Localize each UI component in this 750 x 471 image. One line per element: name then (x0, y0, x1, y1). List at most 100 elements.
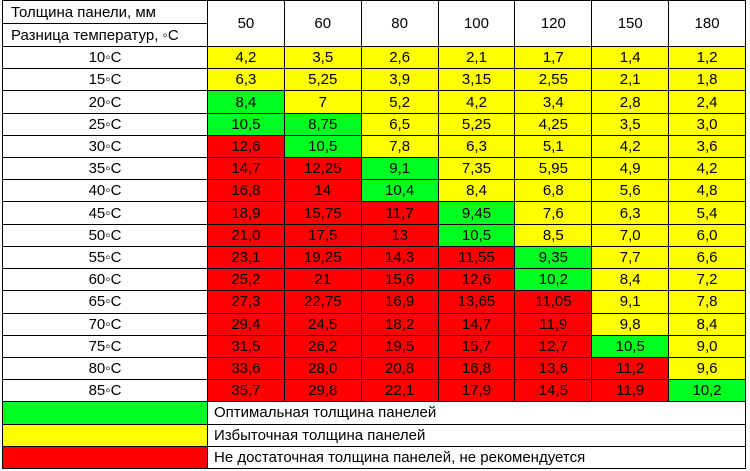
table-cell: 9,45 (438, 202, 515, 224)
table-cell: 18,9 (208, 202, 284, 224)
table-cell: 3,0 (669, 113, 745, 135)
table-cell: 2,1 (438, 47, 515, 69)
table-cell: 11,2 (592, 357, 669, 380)
table-cell: 6,3 (208, 69, 284, 91)
table-cell: 17,5 (284, 224, 361, 246)
table-cell: 21 (284, 269, 361, 291)
table-cell: 14,5 (515, 380, 592, 402)
table-cell: 33,6 (208, 357, 284, 380)
temperature-row-label: 50◦С (3, 224, 207, 246)
table-cell: 12,25 (284, 158, 361, 180)
temperature-row-label: 55◦С (3, 246, 207, 269)
table-cell: 1,4 (592, 47, 669, 69)
table-cell: 24,5 (284, 313, 361, 335)
table-cell: 9,0 (669, 335, 745, 357)
temperature-row-label: 40◦С (3, 180, 207, 202)
table-cell: 10,2 (515, 269, 592, 291)
table-cell: 15,7 (438, 335, 515, 357)
header-corner: Толщина панели, мм Разница температур, ◦… (3, 1, 207, 46)
table-cell: 10,5 (284, 135, 361, 158)
table-cell: 5,4 (669, 202, 745, 224)
table-cell: 3,5 (284, 47, 361, 69)
table-cell: 4,2 (669, 158, 745, 180)
table-cell: 7,35 (438, 158, 515, 180)
temperature-row-label: 80◦С (3, 357, 207, 380)
table-cell: 2,4 (669, 91, 745, 113)
thickness-header-label: Толщина панели, мм (11, 3, 156, 21)
table-cell: 3,5 (592, 113, 669, 135)
table-cell: 31,5 (208, 335, 284, 357)
table-cell: 5,2 (361, 91, 438, 113)
table-cell: 7,8 (669, 291, 745, 313)
table-cell: 10,5 (208, 113, 284, 135)
table-cell: 8,4 (669, 313, 745, 335)
table-cell: 5,6 (592, 180, 669, 202)
temperature-row-label: 70◦С (3, 313, 207, 335)
table-cell: 16,8 (208, 180, 284, 202)
thickness-header-80: 80 (361, 1, 438, 46)
table-cell: 3,6 (669, 135, 745, 158)
table-cell: 20,8 (361, 357, 438, 380)
table-cell: 22,75 (284, 291, 361, 313)
table-cell: 7,7 (592, 246, 669, 269)
legend-text: Избыточная толщина панелей (208, 424, 745, 446)
temperature-row-label: 45◦С (3, 202, 207, 224)
table-cell: 7 (284, 91, 361, 113)
table-cell: 19,25 (284, 246, 361, 269)
table-cell: 15,75 (284, 202, 361, 224)
table-cell: 1,8 (669, 69, 745, 91)
table-cell: 11,55 (438, 246, 515, 269)
table-cell: 29,4 (208, 313, 284, 335)
temperature-row-label: 85◦С (3, 380, 207, 402)
table-cell: 14,3 (361, 246, 438, 269)
table-cell: 9,8 (592, 313, 669, 335)
legend-swatch (3, 402, 207, 424)
table-cell: 35,7 (208, 380, 284, 402)
table-cell: 7,6 (515, 202, 592, 224)
table-cell: 8,75 (284, 113, 361, 135)
table-cell: 6,6 (669, 246, 745, 269)
table-cell: 10,5 (592, 335, 669, 357)
table-cell: 4,2 (208, 47, 284, 69)
table-cell: 4,9 (592, 158, 669, 180)
table-cell: 3,4 (515, 91, 592, 113)
table-cell: 11,9 (515, 313, 592, 335)
table-cell: 6,8 (515, 180, 592, 202)
table-cell: 25,2 (208, 269, 284, 291)
legend-text: Не достаточная толщина панелей, не реком… (208, 446, 745, 468)
table-cell: 6,3 (438, 135, 515, 158)
table-cell: 12,6 (438, 269, 515, 291)
table-cell: 10,2 (669, 380, 745, 402)
table-cell: 9,35 (515, 246, 592, 269)
table-cell: 3,9 (361, 69, 438, 91)
table-cell: 19,5 (361, 335, 438, 357)
table-cell: 8,4 (592, 269, 669, 291)
thickness-header-120: 120 (515, 1, 592, 46)
table-cell: 10,5 (438, 224, 515, 246)
temperature-difference-label: Разница температур, ◦С (3, 23, 207, 46)
table-cell: 13,65 (438, 291, 515, 313)
table-cell: 29,8 (284, 380, 361, 402)
table-cell: 13,6 (515, 357, 592, 380)
legend-swatch (3, 424, 207, 446)
table-cell: 16,9 (361, 291, 438, 313)
table-cell: 13 (361, 224, 438, 246)
table-cell: 5,1 (515, 135, 592, 158)
table-cell: 7,8 (361, 135, 438, 158)
table-cell: 4,25 (515, 113, 592, 135)
table-cell: 2,8 (592, 91, 669, 113)
legend-text: Оптимальная толщина панелей (208, 402, 745, 424)
temperature-row-label: 15◦С (3, 69, 207, 91)
temperature-row-label: 20◦С (3, 91, 207, 113)
thickness-header-50: 50 (208, 1, 284, 46)
thickness-header-60: 60 (284, 1, 361, 46)
table-cell: 7,0 (592, 224, 669, 246)
table-cell: 10,4 (361, 180, 438, 202)
table-cell: 6,0 (669, 224, 745, 246)
legend-swatch (3, 446, 207, 468)
temperature-row-label: 10◦С (3, 47, 207, 69)
table-cell: 28,0 (284, 357, 361, 380)
table-cell: 27,3 (208, 291, 284, 313)
table-cell: 11,9 (592, 380, 669, 402)
temperature-row-label: 25◦С (3, 113, 207, 135)
